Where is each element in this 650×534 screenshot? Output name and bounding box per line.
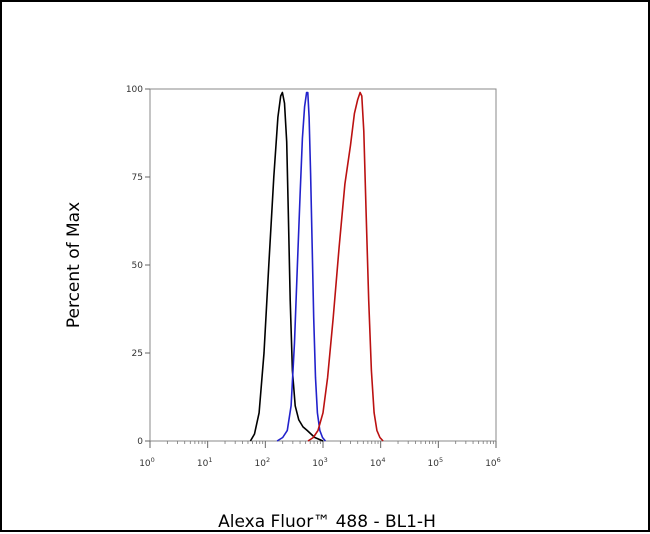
x-tick-label: 106 [485,456,501,469]
x-tick-base: 10 [312,459,324,469]
x-tick-label: 102 [255,456,271,469]
x-tick-base: 10 [139,459,151,469]
histogram-series-line [249,91,324,442]
x-tick-label: 100 [139,456,155,469]
x-tick-base: 10 [485,459,497,469]
x-tick-exponent: 3 [324,456,328,464]
x-tick-label: 104 [370,456,386,469]
y-tick-label: 25 [132,349,143,359]
x-tick-exponent: 1 [208,456,212,464]
x-tick-base: 10 [197,459,209,469]
y-tick-label: 75 [132,173,143,183]
x-axis: 100 101 102 103 104 105 106 [139,441,501,469]
x-tick-exponent: 6 [497,456,501,464]
x-tick-base: 10 [428,459,440,469]
y-tick-label: 100 [126,85,143,95]
plot-area [149,88,497,442]
x-tick-base: 10 [255,459,267,469]
x-tick-exponent: 5 [439,456,443,464]
x-axis-title: Alexa Fluor™ 488 - BL1-H [218,512,436,532]
series-layer [249,91,384,442]
y-tick-label: 50 [132,261,144,271]
y-axis: 0 25 50 75 100 [126,85,150,447]
x-tick-label: 101 [197,456,213,469]
x-tick-label: 103 [312,456,328,469]
y-tick-label: 0 [137,437,143,447]
histogram-series-line [307,91,384,442]
x-tick-label: 105 [428,456,444,469]
histogram-series-line [276,91,327,442]
y-axis-title: Percent of Max [64,202,84,328]
x-tick-exponent: 2 [266,456,270,464]
x-tick-exponent: 4 [381,456,385,464]
x-tick-exponent: 0 [151,456,155,464]
x-tick-base: 10 [370,459,382,469]
